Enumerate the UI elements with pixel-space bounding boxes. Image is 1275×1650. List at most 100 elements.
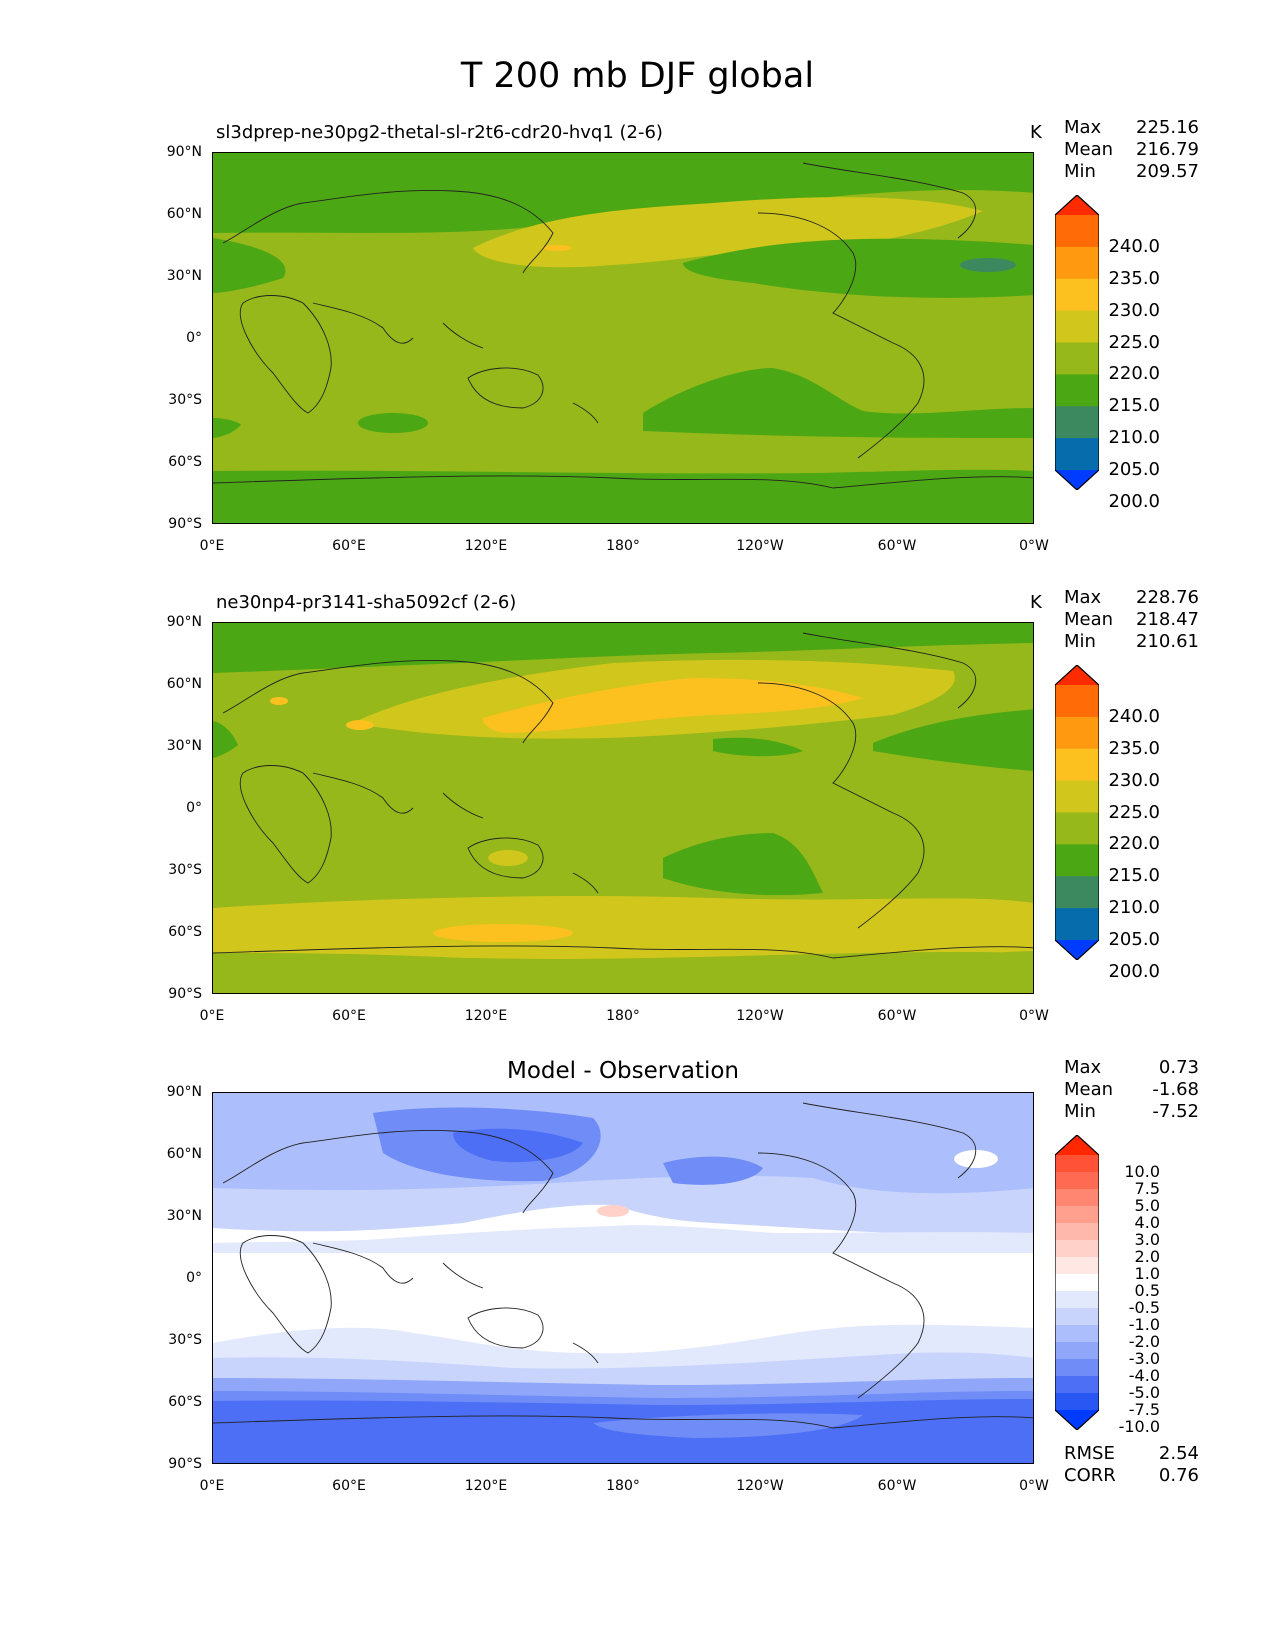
colorbar-tick-label: 5.0	[1134, 1196, 1160, 1215]
colorbar-segment	[1055, 215, 1099, 248]
colorbar-tick-label: 10.0	[1124, 1162, 1160, 1181]
max-label: Max	[1064, 1057, 1102, 1078]
panel1-ytick: 60°S	[168, 454, 202, 470]
panel1-xtick: 0°W	[1019, 538, 1049, 554]
nh-cool-band	[213, 153, 1033, 233]
panel1-xtick: 120°E	[464, 538, 508, 554]
panel3-xtick: 60°E	[332, 1478, 366, 1494]
colorbar-tick-label: 200.0	[1108, 490, 1160, 512]
south-indian-cool	[358, 413, 428, 433]
colorbar-segment	[1055, 1325, 1099, 1343]
colorbar-tick-label: -10.0	[1118, 1417, 1160, 1436]
colorbar-tick-label: -7.5	[1128, 1400, 1160, 1419]
warm-spot-europe	[270, 697, 288, 705]
natl-cool	[873, 709, 1033, 771]
panel1-ytick: 30°S	[168, 392, 202, 408]
panel2-map	[212, 622, 1034, 994]
panel1-ytick: 90°N	[166, 144, 202, 160]
mean-value: 218.47	[1136, 609, 1199, 630]
colorbar-tick-label: 205.0	[1108, 459, 1160, 480]
colorbar-tick-label: 200.0	[1108, 960, 1160, 982]
europe-cool	[213, 721, 238, 758]
colorbar-extend-min	[1055, 470, 1099, 490]
colorbar-segment	[1055, 685, 1099, 718]
colorbar-segment	[1055, 908, 1099, 941]
colorbar-segment	[1055, 1240, 1099, 1258]
panel1-colorbar-svg	[1054, 194, 1100, 491]
panel1-units: K	[1030, 122, 1042, 143]
panel3-xtick: 180°	[606, 1478, 640, 1494]
colorbar-segment	[1055, 1172, 1099, 1190]
panel1-xtick: 60°E	[332, 538, 366, 554]
rmse-value: 2.54	[1158, 1443, 1199, 1464]
colorbar-tick-label: 215.0	[1108, 865, 1160, 887]
colorbar-tick-label: 235.0	[1108, 267, 1160, 289]
colorbar-tick-label: 240.0	[1108, 705, 1160, 727]
colorbar-segment	[1055, 748, 1099, 782]
colorbar-segment	[1055, 716, 1099, 750]
panel3-ytick: 30°N	[166, 1208, 202, 1224]
panel1-map	[212, 152, 1034, 524]
colorbar-extend-max	[1055, 1135, 1099, 1155]
colorbar-extend-min	[1055, 940, 1099, 960]
panel2-stats: Max 228.76 Mean 218.47 Min 210.61	[1064, 587, 1199, 653]
panel3-ytick: 90°S	[168, 1456, 202, 1472]
colorbar-segment	[1055, 1308, 1099, 1326]
colorbar-tick-label: 4.0	[1134, 1213, 1160, 1232]
panel1-xtick: 120°W	[736, 538, 784, 554]
min-value: 209.57	[1136, 161, 1199, 182]
colorbar-segment	[1055, 342, 1099, 375]
atlantic-white-spot	[954, 1150, 998, 1168]
colorbar-tick-label: 225.0	[1108, 801, 1160, 823]
npacific-warm	[473, 197, 983, 268]
sa-cool	[213, 418, 241, 438]
colorbar-tick-label: 230.0	[1108, 299, 1160, 321]
natl-cool	[683, 238, 1033, 298]
colorbar-segment	[1055, 1291, 1099, 1309]
colorbar-segment	[1055, 1257, 1099, 1275]
colorbar-extend-min	[1055, 1410, 1099, 1430]
colorbar-segment	[1055, 1189, 1099, 1207]
max-value: 228.76	[1136, 587, 1199, 608]
colorbar-segment	[1055, 438, 1099, 471]
colorbar-segment	[1055, 246, 1099, 280]
colorbar-segment	[1055, 1206, 1099, 1224]
colorbar-tick-label: 225.0	[1108, 331, 1160, 353]
warm-spot	[544, 245, 572, 251]
max-label: Max	[1064, 117, 1102, 138]
colorbar-segment	[1055, 310, 1099, 343]
panel1-field	[213, 153, 1033, 523]
coastlines	[213, 632, 1033, 959]
colorbar-extend-max	[1055, 195, 1099, 215]
colorbar-segment	[1055, 780, 1099, 813]
antarctic-cool	[213, 469, 1033, 523]
colorbar-segment	[1055, 406, 1099, 439]
colorbar-tick-label: 7.5	[1134, 1179, 1160, 1198]
mean-value: -1.68	[1152, 1079, 1199, 1100]
colorbar-tick-label: 215.0	[1108, 395, 1160, 417]
sh-cool-tongue	[643, 368, 1033, 438]
panel2-colorbar	[1054, 664, 1100, 961]
panel2-ytick: 30°S	[168, 862, 202, 878]
colorbar-segment	[1055, 876, 1099, 909]
min-label: Min	[1064, 1101, 1096, 1122]
panel1-xtick: 0°E	[199, 538, 225, 554]
mean-label: Mean	[1064, 139, 1114, 160]
panel2-xtick: 0°W	[1019, 1008, 1049, 1024]
alaska-cold	[663, 1156, 763, 1185]
colorbar-tick-label: 1.0	[1134, 1264, 1160, 1283]
panel1-colorbar	[1054, 194, 1100, 491]
europe-cool	[213, 238, 286, 293]
panel3-ytick: 60°N	[166, 1146, 202, 1162]
colorbar-tick-label: 0.5	[1134, 1281, 1160, 1300]
colorbar-tick-label: 210.0	[1108, 897, 1160, 919]
nh-light-band	[213, 1225, 1033, 1253]
colorbar-segment	[1055, 374, 1099, 407]
colorbar-segment	[1055, 1342, 1099, 1360]
colorbar-extend-max	[1055, 665, 1099, 685]
panel2-ytick: 0°	[186, 800, 202, 816]
warm-spot-west	[346, 720, 374, 730]
panel3-ytick: 60°S	[168, 1394, 202, 1410]
panel3-ytick: 30°S	[168, 1332, 202, 1348]
corr-label: CORR	[1064, 1465, 1116, 1486]
